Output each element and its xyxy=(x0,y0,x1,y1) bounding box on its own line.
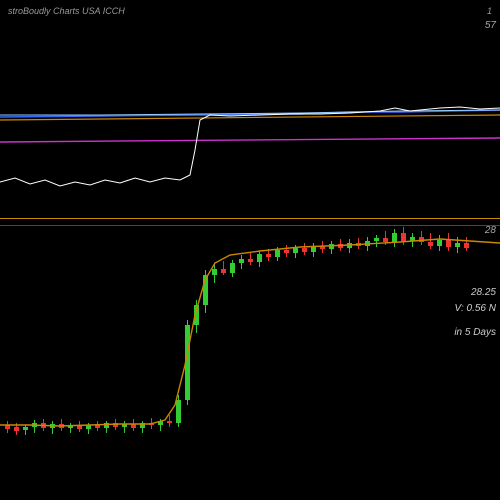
chart-timeframe: 1 xyxy=(487,6,492,16)
panel-divider xyxy=(0,218,500,219)
lower-chart-panel: 28 28.25 V: 0.56 N in 5 Days xyxy=(0,225,500,475)
upper-chart-svg xyxy=(0,20,500,210)
chart-header: stroBoudly Charts USA ICCH 1 xyxy=(0,6,500,16)
lower-axis-label: 28 xyxy=(485,225,496,236)
info-volume: V: 0.56 N xyxy=(454,301,496,317)
chart-title: stroBoudly Charts USA ICCH xyxy=(8,6,125,16)
upper-axis-label: 57 xyxy=(485,20,496,31)
info-price: 28.25 xyxy=(454,285,496,301)
upper-chart-panel: 57 xyxy=(0,20,500,210)
price-info-box: 28.25 V: 0.56 N in 5 Days xyxy=(454,285,496,341)
lower-chart-svg xyxy=(0,225,500,475)
info-period: in 5 Days xyxy=(454,325,496,341)
